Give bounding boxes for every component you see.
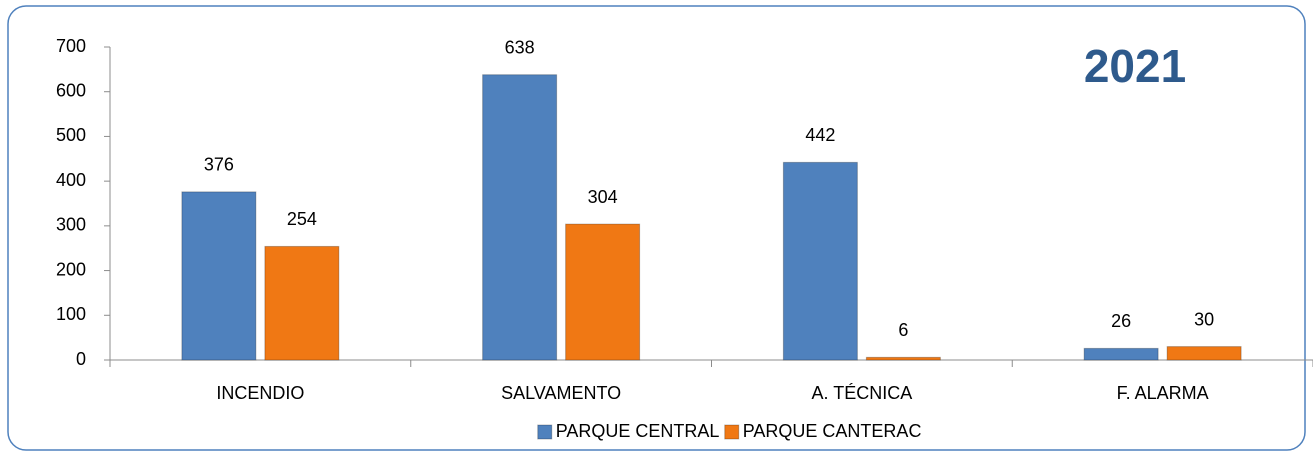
bar	[482, 74, 558, 361]
y-tick-label: 400	[56, 170, 86, 190]
x-tick-label: SALVAMENTO	[501, 383, 621, 403]
x-tick-label: A. TÉCNICA	[812, 383, 913, 403]
bar	[1083, 347, 1159, 361]
bar	[1166, 346, 1242, 361]
legend-label: PARQUE CANTERAC	[743, 421, 922, 441]
bar	[782, 161, 858, 361]
data-label: 442	[805, 125, 835, 145]
bar	[264, 245, 340, 361]
data-label: 254	[287, 209, 317, 229]
y-tick-label: 200	[56, 259, 86, 279]
data-label: 638	[505, 37, 535, 57]
legend-swatch	[724, 424, 740, 440]
x-tick-label: F. ALARMA	[1117, 383, 1209, 403]
legend-label: PARQUE CENTRAL	[556, 421, 720, 441]
y-tick-label: 100	[56, 304, 86, 324]
x-tick-label: INCENDIO	[216, 383, 304, 403]
chart-title: 2021	[1084, 40, 1186, 92]
data-label: 376	[204, 155, 234, 175]
y-tick-label: 600	[56, 80, 86, 100]
data-label: 26	[1111, 311, 1131, 331]
data-label: 6	[898, 320, 908, 340]
bar	[865, 356, 941, 361]
y-tick-label: 700	[56, 36, 86, 56]
y-tick-label: 300	[56, 215, 86, 235]
data-label: 30	[1194, 309, 1214, 329]
y-tick-label: 500	[56, 125, 86, 145]
legend-swatch	[537, 424, 553, 440]
bar	[181, 191, 257, 361]
data-label: 304	[588, 187, 618, 207]
bar	[565, 223, 641, 361]
y-tick-label: 0	[76, 349, 86, 369]
